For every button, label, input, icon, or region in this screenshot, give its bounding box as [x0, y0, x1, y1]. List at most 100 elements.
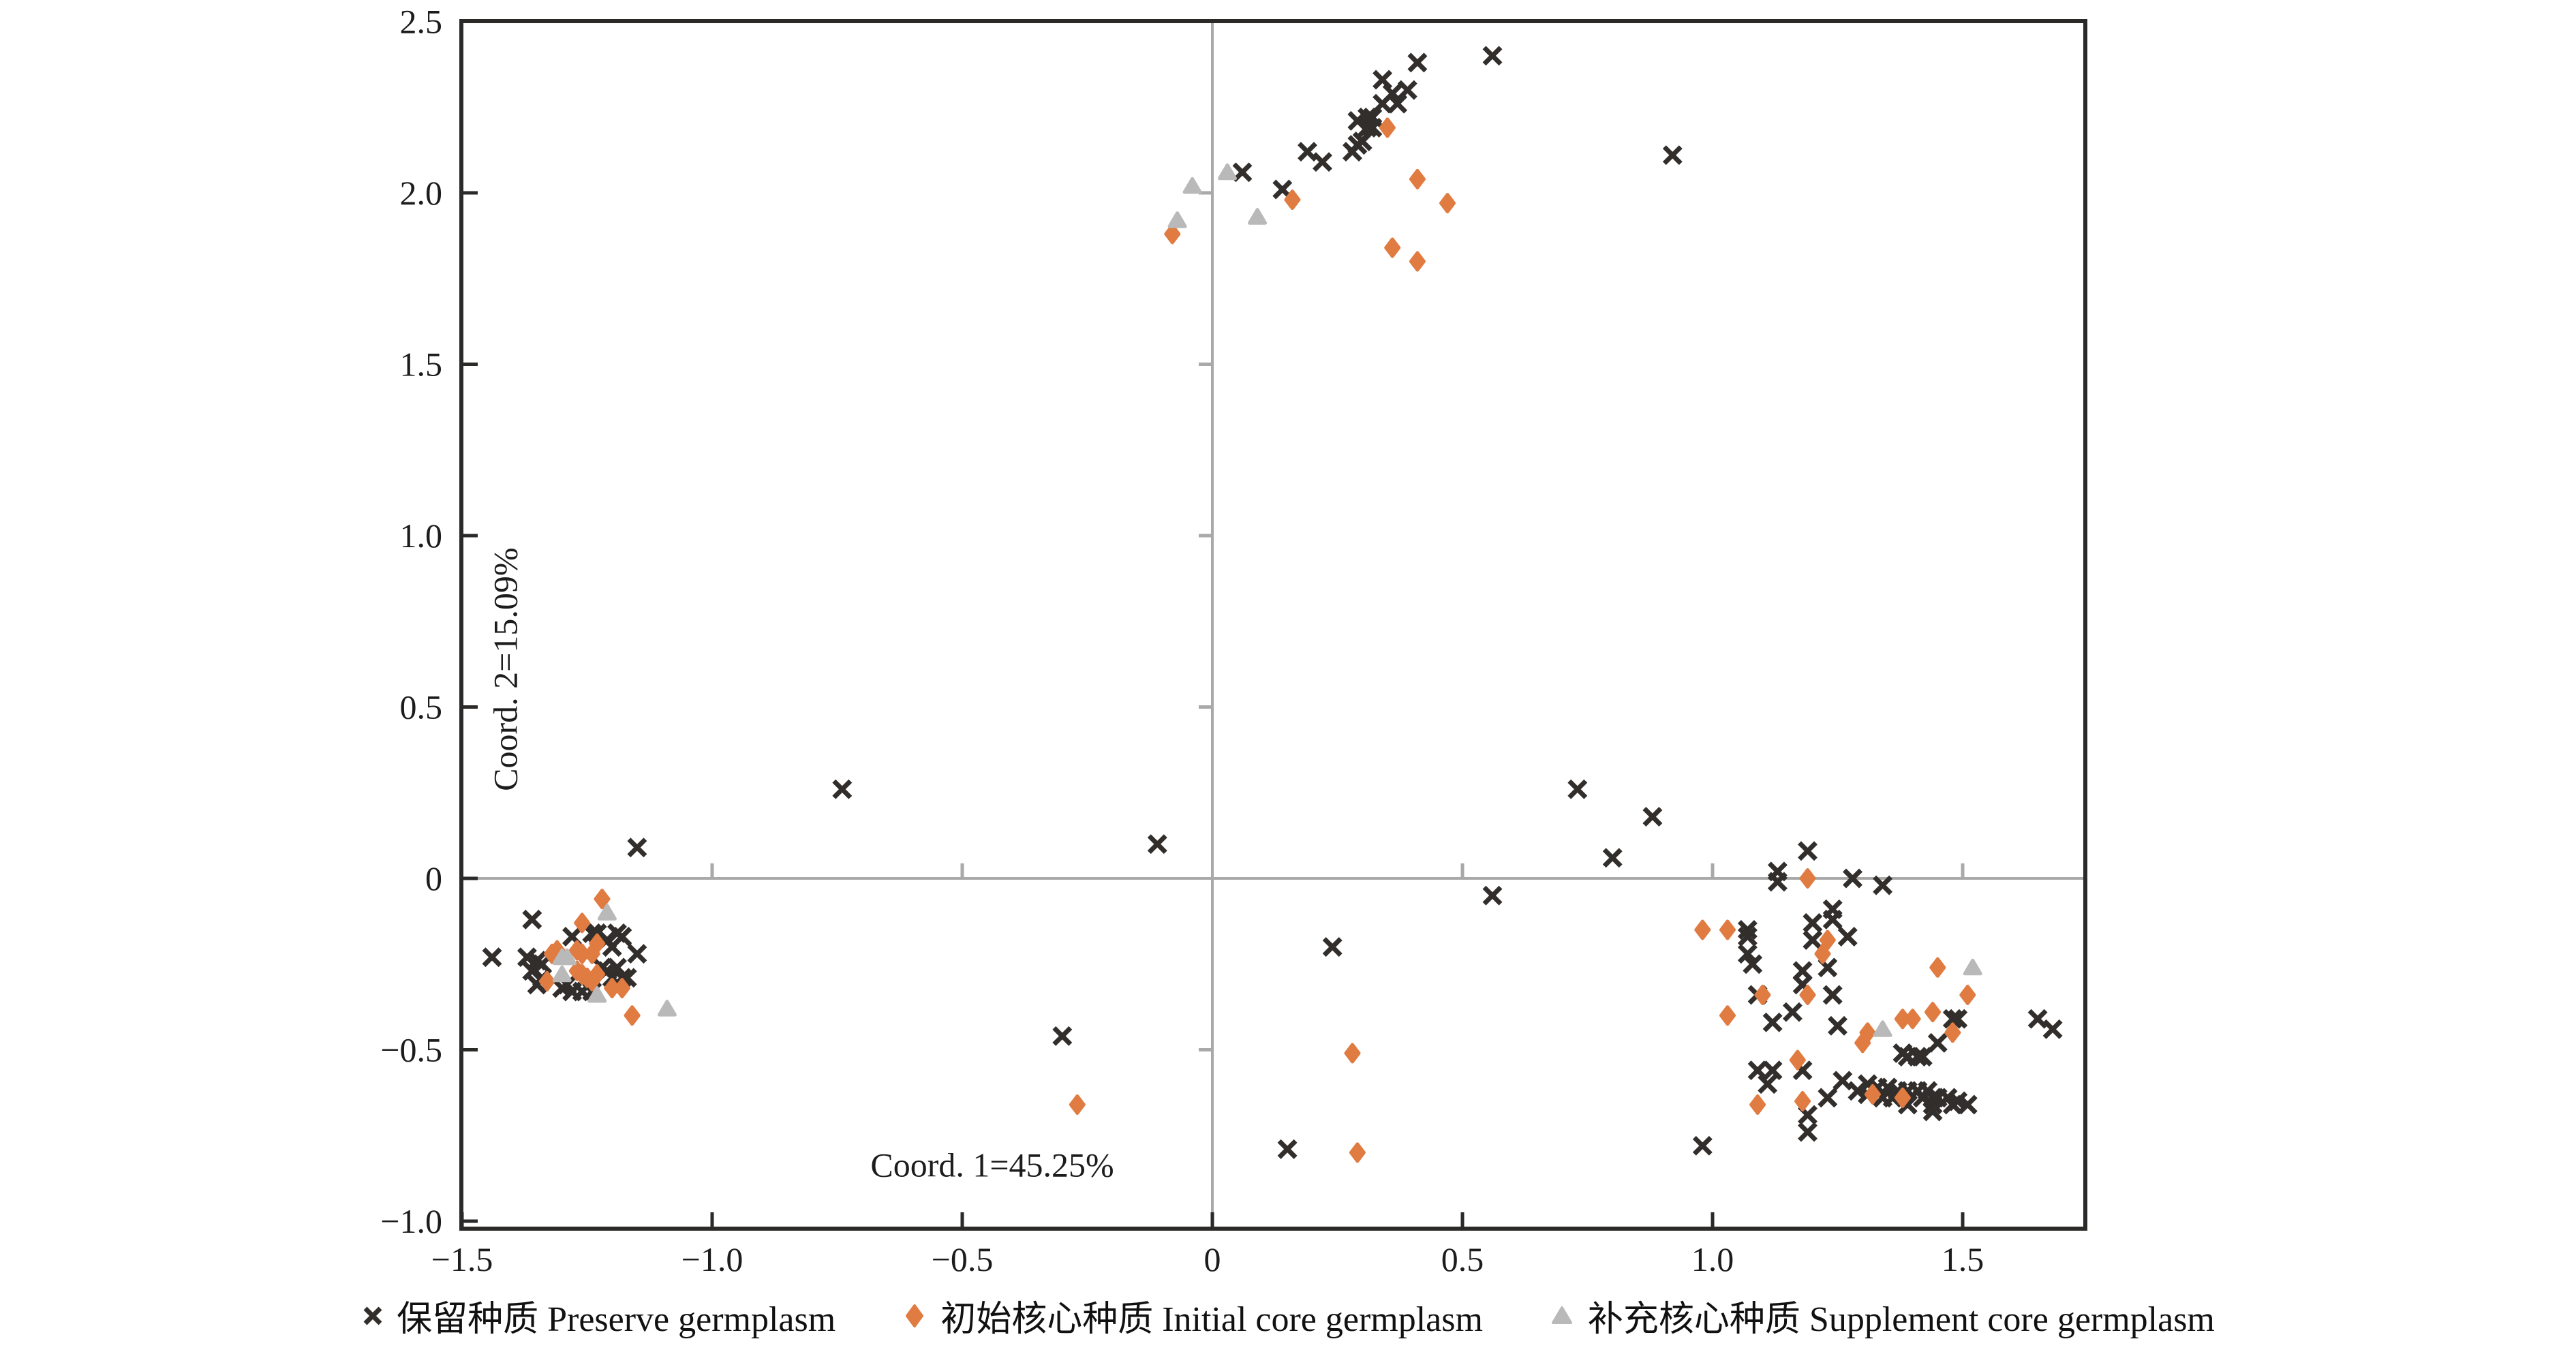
- data-point-diamond: [574, 912, 591, 934]
- data-point-diamond: [538, 970, 555, 992]
- data-point-diamond: [1854, 1032, 1871, 1054]
- data-point-x: [1957, 1094, 1978, 1115]
- data-point-x: [1397, 80, 1417, 100]
- x-tick-label: −0.5: [932, 1240, 994, 1278]
- legend-label: 保留种质 Preserve germplasm: [397, 1300, 836, 1339]
- data-point-x: [1818, 1088, 1838, 1108]
- data-point-triangle: [657, 1000, 677, 1017]
- data-point-diamond: [1694, 919, 1711, 940]
- data-point-x: [1767, 872, 1788, 892]
- data-point-x: [627, 838, 647, 858]
- data-point-x: [1803, 930, 1823, 950]
- data-point-diamond: [613, 978, 630, 998]
- data-point-x: [1298, 142, 1317, 162]
- data-point-x: [1322, 937, 1343, 957]
- data-point-diamond: [1819, 929, 1836, 951]
- y-tick-label: 2.0: [400, 174, 443, 212]
- data-point-x: [1567, 779, 1588, 799]
- y-tick-label: 0.5: [400, 688, 443, 726]
- data-point-x: [602, 937, 622, 957]
- data-point-diamond: [1384, 237, 1401, 258]
- data-point-x: [1803, 912, 1823, 933]
- data-point-diamond: [1409, 251, 1426, 272]
- data-point-x: [1358, 117, 1377, 138]
- data-point-x: [1737, 927, 1758, 947]
- data-point-x: [522, 909, 542, 929]
- data-point-triangle: [1248, 208, 1268, 225]
- legend-item-supplement: 补充核心种质 Supplement core germplasm: [1548, 1290, 2215, 1341]
- data-point-diamond: [1719, 919, 1736, 940]
- data-point-x: [1362, 117, 1383, 138]
- y-tick-label: 1.5: [400, 345, 443, 384]
- data-point-diamond: [1799, 985, 1816, 1005]
- y-tick-label: −1.0: [380, 1202, 442, 1240]
- data-point-x: [1828, 1015, 1847, 1036]
- plot-border: [459, 19, 2087, 1231]
- data-point-x: [1373, 70, 1393, 90]
- data-point-x: [1743, 954, 1763, 974]
- x-tick-label: −1.5: [431, 1240, 493, 1278]
- data-point-x: [1747, 1060, 1768, 1081]
- data-point-x: [1602, 848, 1623, 868]
- data-point-diamond: [1164, 224, 1181, 245]
- data-point-diamond: [1959, 985, 1976, 1005]
- data-point-x: [1922, 1101, 1943, 1122]
- data-point-x: [1277, 1139, 1298, 1159]
- data-point-x: [1762, 1060, 1783, 1081]
- data-point-x: [1907, 1047, 1928, 1067]
- data-point-x: [1343, 142, 1362, 162]
- data-point-x: [832, 779, 853, 799]
- data-point-diamond: [624, 1005, 641, 1026]
- data-point-diamond: [1925, 1002, 1941, 1023]
- data-point-x: [1822, 985, 1843, 1005]
- data-point-x: [1833, 1071, 1853, 1091]
- data-point-x: [1052, 1026, 1073, 1046]
- data-point-diamond: [1789, 1049, 1806, 1071]
- x-tick-label: 1.0: [1691, 1240, 1734, 1278]
- data-point-diamond: [1069, 1094, 1086, 1115]
- data-point-triangle: [1963, 958, 1982, 976]
- data-point-diamond: [1894, 1087, 1911, 1108]
- y-tick-label: 0: [425, 859, 442, 897]
- data-point-x: [1762, 1012, 1783, 1032]
- data-point-triangle: [1167, 211, 1187, 228]
- data-point-x: [1313, 152, 1332, 172]
- series-diamond: [538, 117, 1976, 1163]
- y-tick-label: 1.0: [400, 517, 443, 555]
- data-point-x: [1482, 885, 1503, 906]
- data-point-triangle: [1873, 1020, 1892, 1037]
- data-point-x: [1758, 1074, 1778, 1094]
- data-point-diamond: [1349, 1142, 1366, 1163]
- data-point-diamond: [1379, 117, 1396, 138]
- data-point-diamond: [594, 889, 611, 910]
- data-point-diamond: [589, 964, 606, 985]
- triangle-marker-icon: [1548, 1302, 1576, 1330]
- data-point-x: [1692, 1135, 1713, 1156]
- legend: 保留种质 Preserve germplasm 初始核心种质 Initial c…: [0, 1290, 2576, 1341]
- data-point-diamond: [583, 943, 600, 964]
- x-tick-label: 1.5: [1942, 1240, 1984, 1278]
- data-point-x: [1873, 875, 1893, 895]
- data-point-triangle: [1218, 163, 1237, 181]
- data-point-x: [1942, 1009, 1963, 1029]
- data-point-x: [1373, 93, 1393, 114]
- data-point-diamond: [1944, 1022, 1961, 1043]
- data-point-x: [2042, 1019, 2063, 1039]
- x-axis-label: Coord. 1=45.25%: [870, 1146, 1114, 1184]
- series-x: [482, 46, 2063, 1159]
- x-marker-icon: [361, 1304, 384, 1327]
- data-point-diamond: [1719, 1005, 1736, 1026]
- data-point-x: [1843, 868, 1862, 889]
- legend-label: 补充核心种质 Supplement core germplasm: [1587, 1300, 2215, 1339]
- data-point-diamond: [1814, 943, 1831, 964]
- data-point-diamond: [1439, 193, 1456, 214]
- data-point-diamond: [1904, 1009, 1921, 1030]
- data-point-diamond: [1929, 957, 1946, 978]
- y-axis-label: Coord. 2=15.09%: [487, 547, 525, 790]
- data-point-triangle: [1182, 176, 1202, 194]
- data-point-x: [1837, 927, 1858, 947]
- data-point-x: [482, 947, 502, 968]
- data-point-x: [1482, 46, 1503, 66]
